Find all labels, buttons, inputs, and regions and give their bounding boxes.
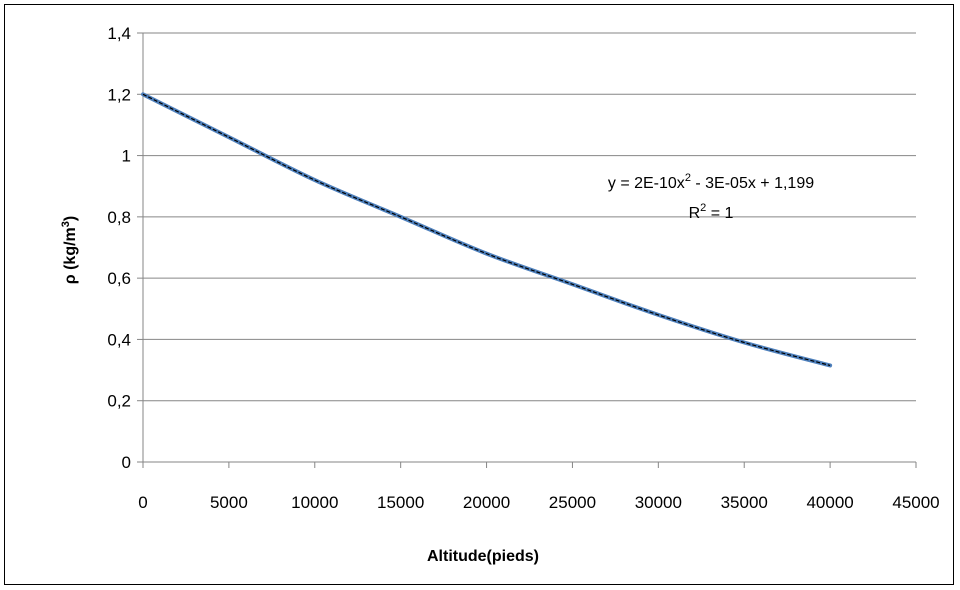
axes: [137, 32, 917, 468]
x-tick-label: 40000: [806, 493, 853, 512]
y-tick-label: 1,2: [107, 85, 131, 104]
y-tick-label: 0,2: [107, 392, 131, 411]
line-chart: 0 0,2 0,4 0,6 0,8 1 1,2 1,4 0 5000 10000 15000 2000…: [60, 24, 940, 565]
x-tick-label: 45000: [892, 493, 939, 512]
gridlines: [143, 32, 916, 402]
trendline-path: [142, 93, 831, 367]
y-tick-label: 0,4: [107, 330, 131, 349]
x-tick-label: 25000: [549, 493, 596, 512]
x-tick-label: 5000: [210, 493, 248, 512]
y-tick-label: 1,4: [107, 24, 131, 43]
x-tick-label: 30000: [635, 493, 682, 512]
y-tick-labels: 0 0,2 0,4 0,6 0,8 1 1,2 1,4: [107, 24, 131, 472]
series-line: [141, 92, 833, 368]
trendline-equation: y = 2E-10x2 - 3E-05x + 1,199: [608, 172, 814, 192]
trendline-r-squared: R2 = 1: [689, 202, 734, 222]
x-tick-label: 35000: [721, 493, 768, 512]
trendline: [142, 93, 831, 367]
y-tick-label: 1: [122, 147, 131, 166]
y-axis-title: ρ (kg/m3): [60, 216, 79, 284]
x-axis-title: Altitude(pieds): [427, 548, 539, 565]
y-tick-label: 0,6: [107, 269, 131, 288]
y-tick-label: 0,8: [107, 208, 131, 227]
x-tick-label: 15000: [377, 493, 424, 512]
x-tick-label: 10000: [291, 493, 338, 512]
x-tick-label: 20000: [463, 493, 510, 512]
x-tick-labels: 0 5000 10000 15000 20000 25000 30000 35000 40000…: [138, 493, 939, 512]
x-tick-label: 0: [138, 493, 147, 512]
chart-frame: 0 0,2 0,4 0,6 0,8 1 1,2 1,4 0 5000 10000 15000 2000…: [4, 4, 954, 585]
y-tick-label: 0: [122, 453, 131, 472]
data-series: [141, 92, 833, 368]
